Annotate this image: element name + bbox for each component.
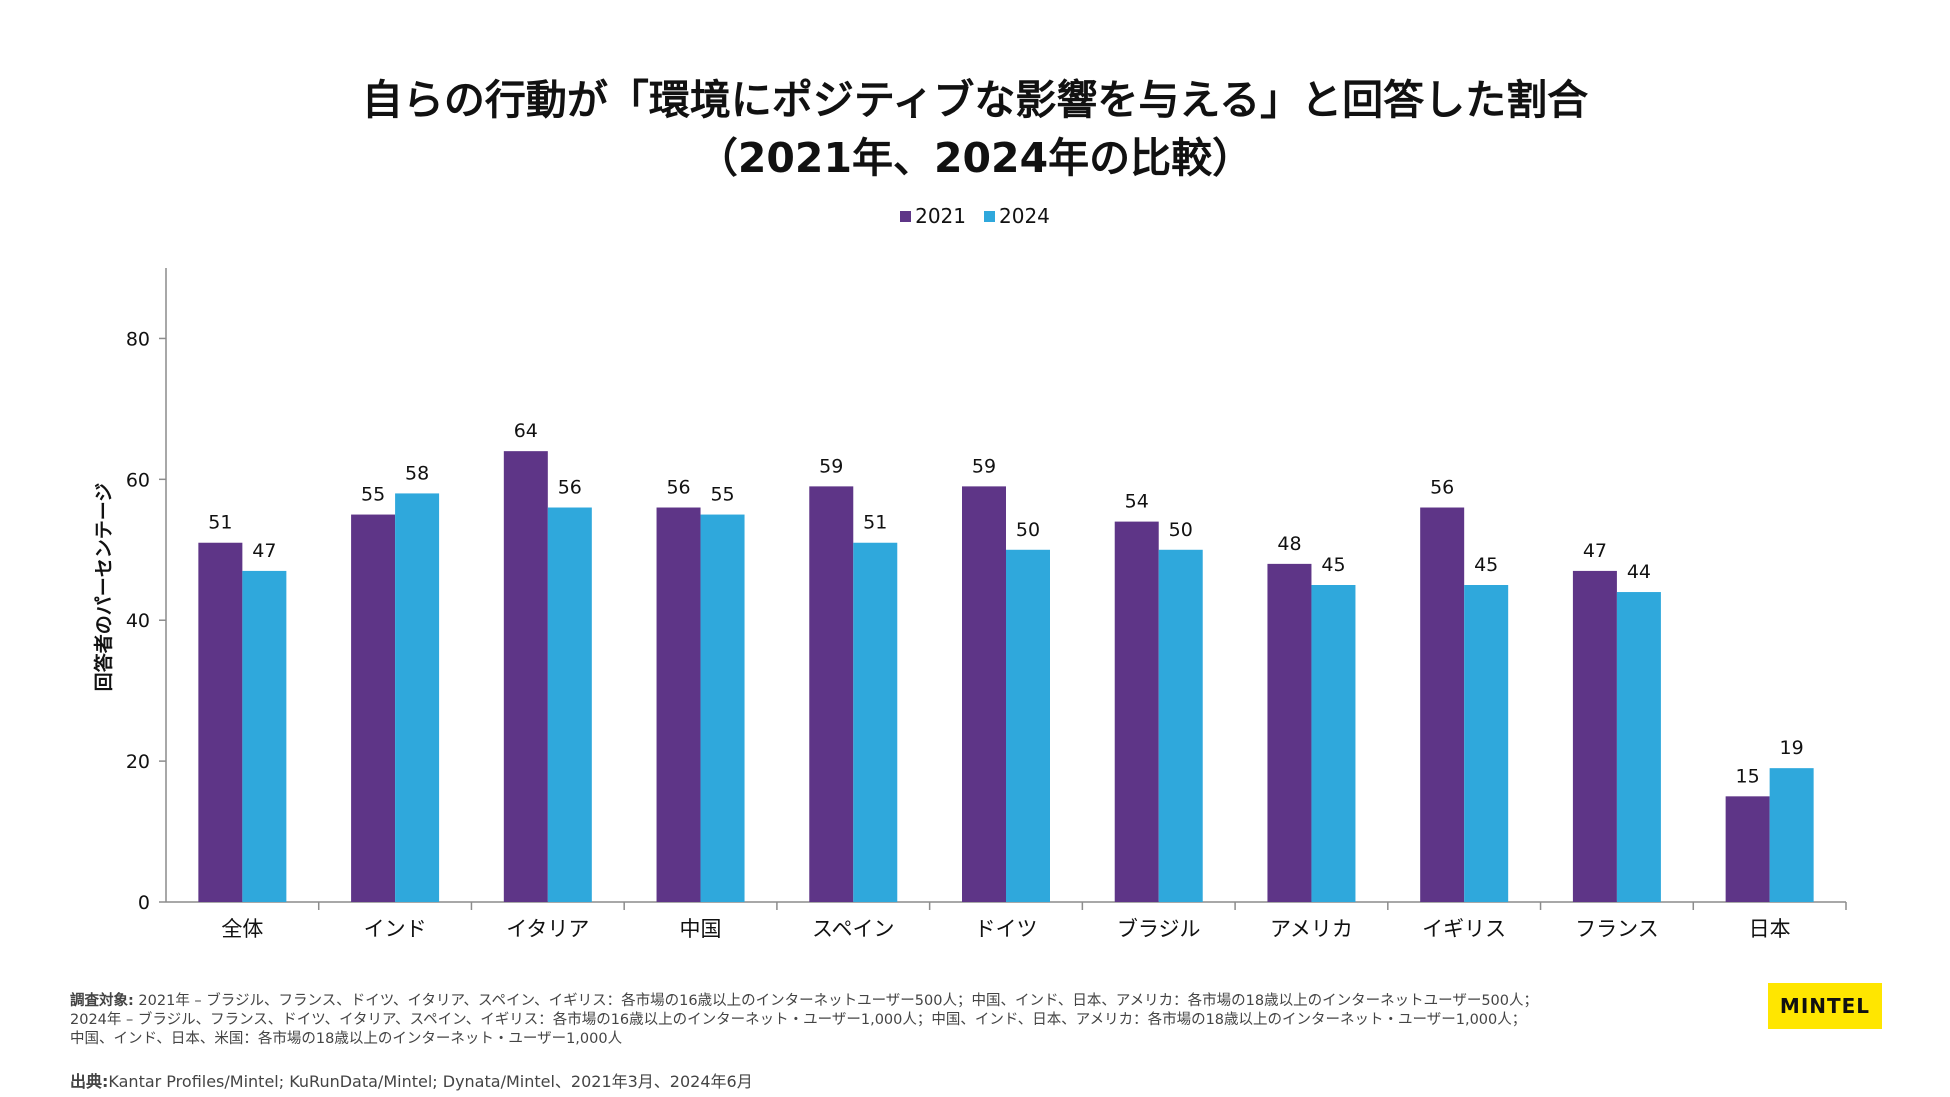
legend: 2021 2024 <box>0 204 1950 228</box>
x-tick-label: ドイツ <box>975 917 1038 941</box>
data-label: 47 <box>1583 540 1607 562</box>
footnote-line3: 中国、インド、日本、米国：各市場の18歳以上のインターネット・ユーザー1,000… <box>70 1031 623 1047</box>
chart-subtitle: （2021年、2024年の比較） <box>696 134 1254 182</box>
x-tick-label: 中国 <box>680 917 722 941</box>
x-tick-label: ブラジル <box>1117 917 1201 941</box>
bar-2021 <box>962 486 1006 902</box>
x-tick-label: アメリカ <box>1270 917 1353 941</box>
x-tick-label: 日本 <box>1749 917 1791 941</box>
bar-2021 <box>809 486 854 902</box>
legend-label-2024: 2024 <box>999 204 1050 228</box>
x-tick-label: インド <box>364 917 427 941</box>
bar-2024 <box>1464 585 1509 902</box>
data-label: 15 <box>1736 765 1760 787</box>
bar-2024 <box>700 514 745 902</box>
data-label: 58 <box>405 462 429 484</box>
source-label: 出典: <box>70 1072 109 1091</box>
source-note: 出典:Kantar Profiles/Mintel; KuRunData/Min… <box>70 1072 753 1091</box>
data-label: 56 <box>666 477 690 499</box>
bar-2024 <box>1616 592 1661 902</box>
x-tick-label: イギリス <box>1422 917 1506 941</box>
x-tick-label: スペイン <box>812 917 895 941</box>
footnote: 調査対象: 2021年 – ブラジル、フランス、ドイツ、イタリア、スペイン、イギ… <box>70 992 1720 1049</box>
bar-2021 <box>1725 796 1770 902</box>
bar-2024 <box>1006 549 1050 902</box>
bar-2021 <box>198 542 243 902</box>
data-label: 45 <box>1474 554 1498 576</box>
bar-2024 <box>395 493 440 902</box>
data-label: 50 <box>1016 519 1040 541</box>
bar-2024 <box>242 570 287 902</box>
y-tick-label: 60 <box>126 469 150 491</box>
bar-2021 <box>1572 570 1617 902</box>
chart-title: 自らの行動が「環境にポジティブな影響を与える」と回答した割合 <box>361 76 1589 124</box>
data-label: 64 <box>514 420 538 442</box>
footnote-label: 調査対象: <box>70 993 134 1009</box>
legend-label-2021: 2021 <box>915 204 966 228</box>
legend-item-2024: 2024 <box>984 204 1050 228</box>
x-tick-label: 全体 <box>221 917 263 941</box>
y-tick-label: 80 <box>126 328 150 350</box>
y-tick-label: 0 <box>138 892 150 914</box>
data-label: 51 <box>208 512 232 534</box>
bar-2021 <box>351 514 396 902</box>
bar-chart: 0 20 40 60 80 回答者のパーセンテージ 51 47 全体 55 58 インド 64 56 イタリ… <box>92 268 1847 941</box>
data-label: 56 <box>1430 477 1454 499</box>
source-text: Kantar Profiles/Mintel; KuRunData/Mintel… <box>108 1072 753 1091</box>
data-label: 50 <box>1169 519 1193 541</box>
mintel-logo: MINTEL <box>1768 983 1882 1029</box>
bar-2024 <box>1158 549 1203 902</box>
data-label: 45 <box>1321 554 1345 576</box>
legend-swatch-2021 <box>900 210 912 222</box>
bar-2024 <box>547 507 592 902</box>
y-tick-label: 40 <box>126 610 150 632</box>
data-label: 48 <box>1277 533 1301 555</box>
bar-2021 <box>1114 521 1159 902</box>
bar-2021 <box>1267 563 1312 902</box>
data-label: 56 <box>558 477 582 499</box>
data-label: 19 <box>1780 737 1804 759</box>
y-axis-label: 回答者のパーセンテージ <box>92 483 115 692</box>
bar-2021 <box>503 451 548 902</box>
bar-2024 <box>1311 585 1356 902</box>
legend-item-2021: 2021 <box>900 204 966 228</box>
legend-swatch-2024 <box>984 210 995 222</box>
data-label: 47 <box>252 540 276 562</box>
data-label: 54 <box>1125 491 1149 513</box>
bar-2021 <box>656 507 701 902</box>
x-tick-label: イタリア <box>506 917 589 941</box>
bar-2024 <box>853 542 898 902</box>
data-label: 55 <box>710 484 734 506</box>
data-label: 59 <box>819 455 843 477</box>
data-label: 59 <box>972 455 996 477</box>
bar-2024 <box>1769 768 1814 902</box>
data-label: 55 <box>361 484 385 506</box>
bar-2021 <box>1420 507 1465 902</box>
y-tick-label: 20 <box>126 751 150 773</box>
footnote-line1: 2021年 – ブラジル、フランス、ドイツ、イタリア、スペイン、イギリス：各市場… <box>133 993 1538 1009</box>
data-label: 51 <box>863 512 887 534</box>
footnote-line2: 2024年 – ブラジル、フランス、ドイツ、イタリア、スペイン、イギリス：各市場… <box>70 1012 1527 1028</box>
x-tick-label: フランス <box>1575 917 1659 941</box>
data-label: 44 <box>1627 561 1651 583</box>
